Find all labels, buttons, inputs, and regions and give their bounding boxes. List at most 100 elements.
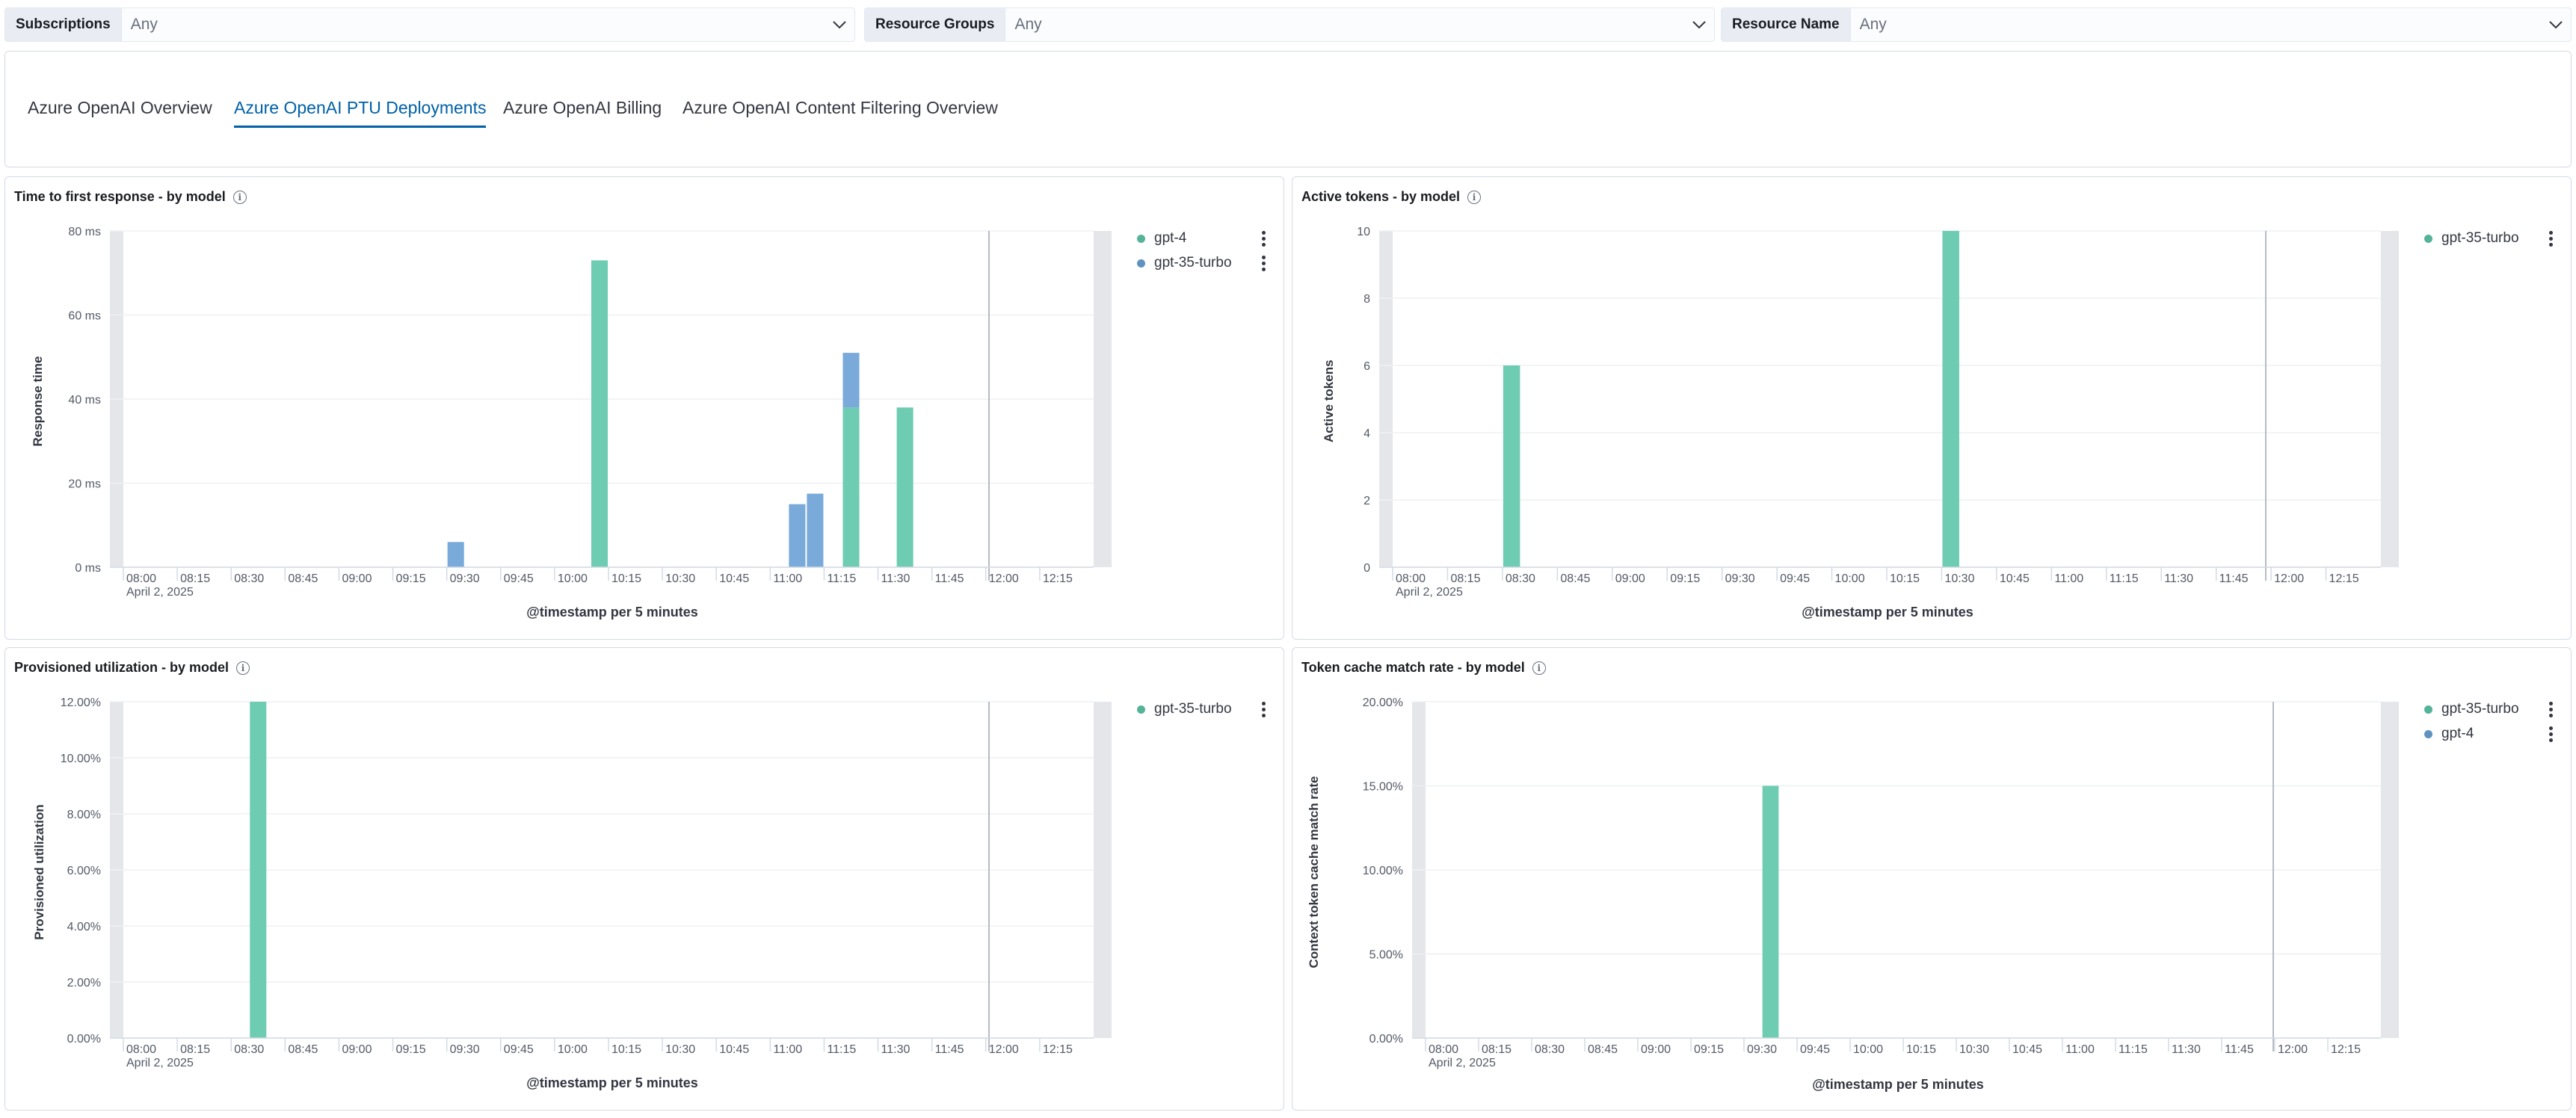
panel-title: Time to first response - by model i	[14, 189, 247, 205]
tab-ptu-deployments[interactable]: Azure OpenAI PTU Deployments	[234, 98, 487, 128]
resource-name-filter-label: Resource Name	[1722, 8, 1851, 41]
x-tick-label: 08:45	[288, 1043, 318, 1056]
chart-svg: 0.00% 2.00% 4.00% 6.00% 8.00% 10.00% 12.00% 08:…	[61, 697, 1112, 1069]
x-tick-label: 11:45	[2219, 572, 2249, 585]
x-tick-label: 10:30	[665, 572, 695, 585]
legend-actions-icon[interactable]	[2547, 725, 2554, 743]
legend-actions-icon[interactable]	[1260, 229, 1267, 247]
x-tick-label: 09:15	[1694, 1043, 1724, 1056]
x-tick-label: 08:00	[1429, 1043, 1458, 1056]
x-tick-label: 09:30	[1747, 1043, 1777, 1056]
subscriptions-filter[interactable]: Subscriptions Any	[4, 7, 855, 42]
legend-actions-icon[interactable]	[1260, 700, 1267, 718]
x-tick-label: 10:45	[719, 572, 749, 585]
legend-dot	[2424, 729, 2432, 738]
legend-dot	[1137, 705, 1145, 714]
tab-billing[interactable]: Azure OpenAI Billing	[503, 98, 662, 117]
y-tick-label: 12.00%	[61, 697, 101, 709]
x-tick-label: 08:00	[126, 1043, 156, 1056]
y-tick-label: 0.00%	[67, 1033, 101, 1046]
y-tick-label: 0.00%	[1369, 1033, 1403, 1046]
legend-item[interactable]: gpt-4	[1137, 229, 1186, 247]
x-tick-label: 11:00	[773, 1043, 802, 1056]
x-tick-label: 08:30	[1506, 572, 1535, 585]
y-tick-label: 10.00%	[1363, 865, 1403, 877]
x-tick-label: 12:15	[2331, 1043, 2361, 1056]
resource-groups-filter[interactable]: Resource Groups Any	[864, 7, 1715, 42]
legend-item[interactable]: gpt-35-turbo	[1137, 254, 1232, 272]
x-tick-label: 08:15	[180, 572, 210, 585]
x-tick-label: 08:30	[234, 572, 264, 585]
y-tick-label: 15.00%	[1363, 781, 1403, 794]
active-tokens-panel: Active tokens - by model i Active tokens …	[1292, 176, 2572, 640]
info-icon[interactable]: i	[232, 190, 247, 204]
tab-overview[interactable]: Azure OpenAI Overview	[28, 98, 212, 117]
legend-item[interactable]: gpt-35-turbo	[1137, 700, 1232, 718]
subscriptions-filter-label: Subscriptions	[5, 8, 122, 41]
x-tick-label: 12:15	[1043, 572, 1073, 585]
resource-name-filter[interactable]: Resource Name Any	[1721, 7, 2572, 42]
resource-groups-filter-label: Resource Groups	[865, 8, 1006, 41]
panel-title-text: Active tokens - by model	[1301, 189, 1461, 204]
x-tick-label: 09:00	[342, 572, 372, 585]
legend-actions-icon[interactable]	[2547, 229, 2554, 247]
chart-margin-right	[2381, 702, 2399, 1038]
bar-gpt-35-turbo	[842, 353, 860, 408]
x-date-label: April 2, 2025	[126, 586, 194, 599]
legend-label: gpt-4	[1154, 230, 1187, 246]
info-icon[interactable]: i	[1467, 190, 1482, 204]
legend-item[interactable]: gpt-4	[2424, 725, 2474, 743]
x-tick-label: 09:15	[396, 1043, 426, 1056]
x-axis-title: @timestamp per 5 minutes	[526, 605, 698, 620]
legend-item[interactable]: gpt-35-turbo	[2424, 229, 2519, 247]
y-tick-label: 40 ms	[68, 394, 101, 407]
x-tick-label: 11:15	[2110, 572, 2139, 585]
x-tick-label: 10:30	[1944, 572, 1974, 585]
y-tick-label: 80 ms	[68, 226, 101, 238]
chart-svg: 0.00% 5.00% 10.00% 15.00% 20.00% 08:00 08:15 08…	[1363, 697, 2399, 1069]
y-tick-label: 10.00%	[61, 753, 101, 765]
bar-gpt-35-turbo	[789, 504, 806, 567]
bar-gpt-35-turbo	[250, 702, 267, 1038]
legend-actions-icon[interactable]	[1260, 254, 1267, 272]
tab-content-filtering[interactable]: Azure OpenAI Content Filtering Overview	[682, 98, 998, 117]
info-icon[interactable]: i	[1532, 661, 1546, 675]
panel-title-text: Provisioned utilization - by model	[14, 660, 229, 675]
x-tick-label: 11:15	[2119, 1043, 2148, 1056]
dashboard-tabs: Azure OpenAI Overview Azure OpenAI PTU D…	[4, 51, 2572, 167]
y-tick-label: 60 ms	[68, 310, 101, 323]
x-tick-label: 08:00	[1396, 572, 1426, 585]
x-tick-label: 08:30	[1535, 1043, 1565, 1056]
chart-margin-right	[1094, 702, 1112, 1038]
x-tick-label: 12:15	[1043, 1043, 1073, 1056]
chart-svg: 0 2 4 6 8 10 08:00 08:15 08:30 08:45 09:00 09:15 09:…	[1357, 226, 2399, 599]
x-tick-label: 09:45	[1800, 1043, 1830, 1056]
bar-gpt-4	[591, 260, 608, 567]
x-tick-label: 12:00	[2278, 1043, 2308, 1056]
x-tick-label: 08:45	[1588, 1043, 1618, 1056]
y-tick-label: 5.00%	[1369, 949, 1403, 962]
x-tick-label: 10:00	[558, 1043, 588, 1056]
bar-gpt-4	[896, 407, 913, 567]
x-tick-label: 12:15	[2329, 572, 2359, 585]
y-tick-label: 6	[1364, 360, 1370, 373]
x-date-label: April 2, 2025	[126, 1057, 194, 1069]
chevron-down-icon[interactable]	[2541, 8, 2571, 41]
x-tick-label: 11:00	[2054, 572, 2083, 585]
legend-actions-icon[interactable]	[2547, 700, 2554, 718]
chevron-down-icon[interactable]	[1684, 8, 1714, 41]
token-cache-match-rate-panel: Token cache match rate - by model i Conte…	[1292, 647, 2572, 1111]
legend-item[interactable]: gpt-35-turbo	[2424, 700, 2519, 718]
x-tick-label: 10:00	[1853, 1043, 1883, 1056]
x-tick-label: 08:30	[234, 1043, 264, 1056]
chart-margin-left	[1379, 231, 1393, 567]
bar-gpt-35-turbo	[807, 493, 824, 567]
x-tick-label: 10:00	[558, 572, 588, 585]
x-tick-label: 10:45	[719, 1043, 749, 1056]
x-tick-label: 09:30	[450, 1043, 480, 1056]
x-tick-label: 10:15	[1906, 1043, 1936, 1056]
info-icon[interactable]: i	[236, 661, 250, 675]
x-axis-title: @timestamp per 5 minutes	[526, 1075, 698, 1090]
chevron-down-icon[interactable]	[825, 8, 854, 41]
y-tick-label: 10	[1357, 226, 1370, 238]
